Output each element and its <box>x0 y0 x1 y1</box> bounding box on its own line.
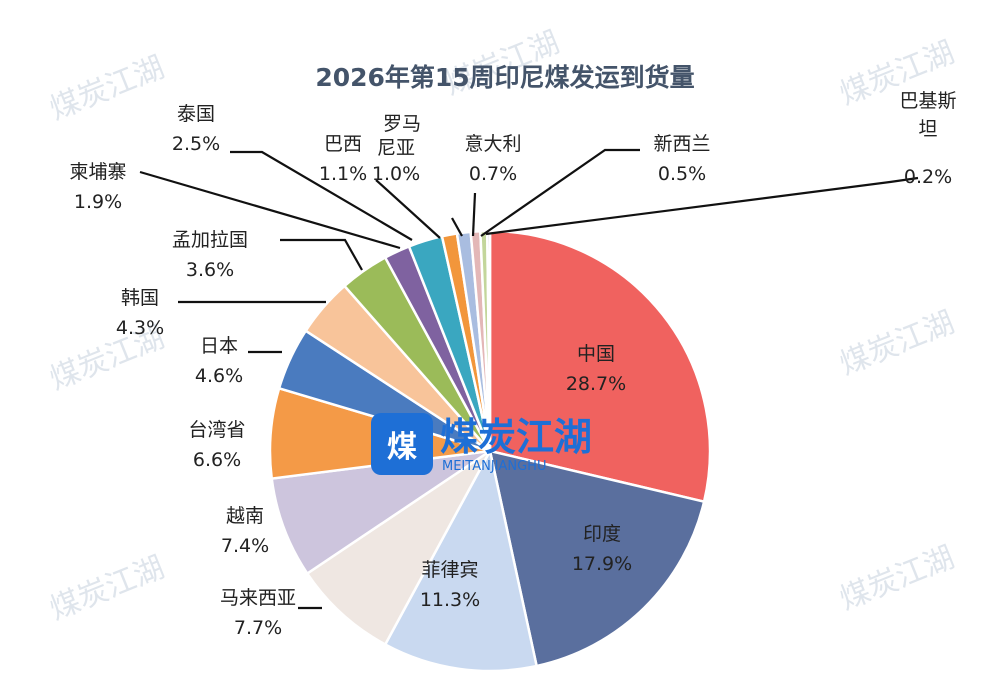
slice-name-0: 中国 <box>577 343 615 365</box>
slice-name-7: 韩国 <box>121 287 159 309</box>
watermark-0: 煤炭江湖 <box>45 50 169 127</box>
leader-line-14 <box>480 148 640 237</box>
slice-name-1: 印度 <box>583 523 621 545</box>
leader-line-12 <box>451 217 463 237</box>
slice-name-10: 泰国 <box>177 103 215 125</box>
slice-name-8: 孟加拉国 <box>172 229 248 251</box>
leader-line-13 <box>471 192 477 237</box>
pie-slice-3 <box>305 449 492 647</box>
slice-value-9: 1.9% <box>74 191 122 213</box>
watermark-8: 煤炭江湖 <box>835 540 959 617</box>
pie-slices <box>268 229 712 673</box>
brand-logo: 煤 煤炭江湖 MEITANJIANGHU <box>371 413 592 475</box>
pie-slice-2 <box>383 447 539 673</box>
watermark-6: 煤炭江湖 <box>45 550 169 627</box>
slice-value-2: 11.3% <box>420 589 480 611</box>
slice-name-11: 巴西 <box>324 133 362 155</box>
logo-brand-text: 煤炭江湖 <box>440 415 592 459</box>
slice-value-8: 3.6% <box>186 259 234 281</box>
slice-value-14: 0.5% <box>658 163 706 185</box>
leader-line-15 <box>485 176 919 236</box>
slice-value-0: 28.7% <box>566 373 626 395</box>
slice-name-2: 菲律宾 <box>421 559 478 581</box>
slice-name-4: 越南 <box>226 505 264 527</box>
slice-name-13: 意大利 <box>464 133 521 155</box>
logo-sub-text: MEITANJIANGHU <box>442 459 546 474</box>
leader-line-11 <box>375 179 441 239</box>
slice-value-10: 2.5% <box>172 133 220 155</box>
slice-labels: 中国 28.7% 印度 17.9% 菲律宾 11.3% 马来西亚 7.7% 越南 7.4% 台湾省 6… <box>69 90 956 639</box>
slice-value-12: 1.0% <box>372 163 420 185</box>
leader-lines <box>139 148 919 610</box>
logo-badge <box>371 413 433 475</box>
slice-name-9: 柬埔寨 <box>69 161 126 183</box>
pie-slice-4 <box>270 449 491 576</box>
leader-line-8 <box>280 238 363 271</box>
slice-value-15: 0.2% <box>904 166 952 188</box>
slice-name-14: 新西兰 <box>653 133 710 155</box>
slice-name-12: 罗马 <box>383 113 421 135</box>
pie-slice-1 <box>488 449 706 668</box>
slice-value-3: 7.7% <box>234 617 282 639</box>
slice-value-5: 6.6% <box>193 449 241 471</box>
slice-value-11: 1.1% <box>319 163 367 185</box>
slice-value-4: 7.4% <box>221 535 269 557</box>
chart-title: 2026年第15周印尼煤发运到货量 <box>315 63 694 92</box>
leader-line-9 <box>139 170 401 250</box>
logo-glyph: 煤 <box>387 430 417 465</box>
slice-value-1: 17.9% <box>572 553 632 575</box>
slice-value-6: 4.6% <box>195 365 243 387</box>
slice-name-3: 马来西亚 <box>220 587 296 609</box>
slice-name-cont-15: 坦 <box>918 118 937 140</box>
slice-name-cont-12: 尼亚 <box>377 137 415 159</box>
slice-name-6: 日本 <box>200 335 238 357</box>
slice-name-15: 巴基斯 <box>899 90 956 112</box>
pie-slice-0 <box>488 229 712 504</box>
slice-name-5: 台湾省 <box>188 419 245 441</box>
slice-value-7: 4.3% <box>116 317 164 339</box>
leader-line-10 <box>230 150 413 241</box>
watermark-5: 煤炭江湖 <box>835 305 959 382</box>
slice-value-13: 0.7% <box>469 163 517 185</box>
